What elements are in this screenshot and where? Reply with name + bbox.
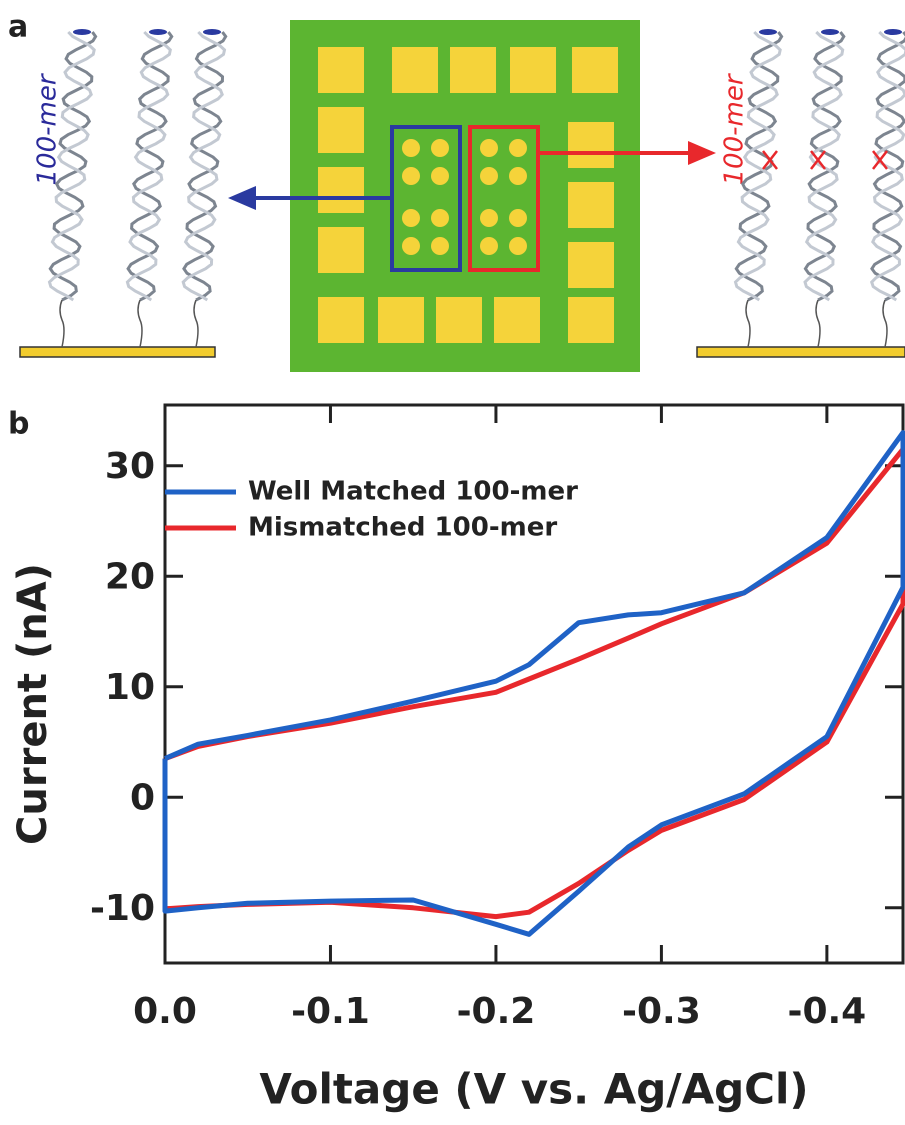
legend-label: Mismatched 100-mer <box>248 513 557 543</box>
y-axis-label: Current (nA) <box>10 563 56 845</box>
helix-cap <box>203 29 221 35</box>
linker <box>746 300 750 347</box>
mismatch <box>873 151 887 169</box>
arrowhead <box>688 141 716 165</box>
helix-strand <box>128 32 172 300</box>
linker <box>816 300 820 347</box>
y-tick-label: 30 <box>105 446 155 487</box>
linker <box>883 300 887 347</box>
strand-label: 100-mer <box>33 72 63 185</box>
linker <box>194 300 198 347</box>
panel-a: a 100-mer 100-mer <box>8 10 905 373</box>
y-tick-label: 10 <box>105 667 155 708</box>
substrate <box>20 347 215 357</box>
panel-label: b <box>8 407 29 442</box>
helix-strand <box>805 32 843 300</box>
helix-cap <box>884 29 902 35</box>
x-axis-label: Voltage (V vs. Ag/AgCl) <box>259 1065 808 1114</box>
legend-label: Well Matched 100-mer <box>248 477 578 507</box>
panel-label: a <box>8 10 28 45</box>
x-tick-label: -0.1 <box>291 991 370 1032</box>
y-tick-label: 20 <box>105 556 155 597</box>
figure: a 100-mer 100-mer b 30 20 10 0 -10 0.0 -0.1 -0.2… <box>0 0 905 1125</box>
cv-curve <box>165 433 903 935</box>
strand-label: 100-mer <box>720 72 750 185</box>
x-tick-label: -0.4 <box>788 991 867 1032</box>
y-tick-label: 0 <box>130 777 155 818</box>
y-tick-label: -10 <box>90 888 155 929</box>
x-tick-label: -0.2 <box>457 991 536 1032</box>
linker <box>60 300 64 347</box>
x-tick-label: -0.3 <box>622 991 701 1032</box>
linker <box>138 300 142 347</box>
helix-strand <box>184 32 226 300</box>
helix-cap <box>759 29 777 35</box>
arrowhead <box>228 186 256 210</box>
helix-cap <box>821 29 839 35</box>
panel-b: b 30 20 10 0 -10 0.0 -0.1 -0.2 -0.3 -0.4 Voltage (V… <box>8 405 903 1114</box>
x-tick-label: 0.0 <box>133 991 197 1032</box>
helix-cap <box>149 29 167 35</box>
helix-cap <box>73 29 91 35</box>
substrate <box>697 347 905 357</box>
